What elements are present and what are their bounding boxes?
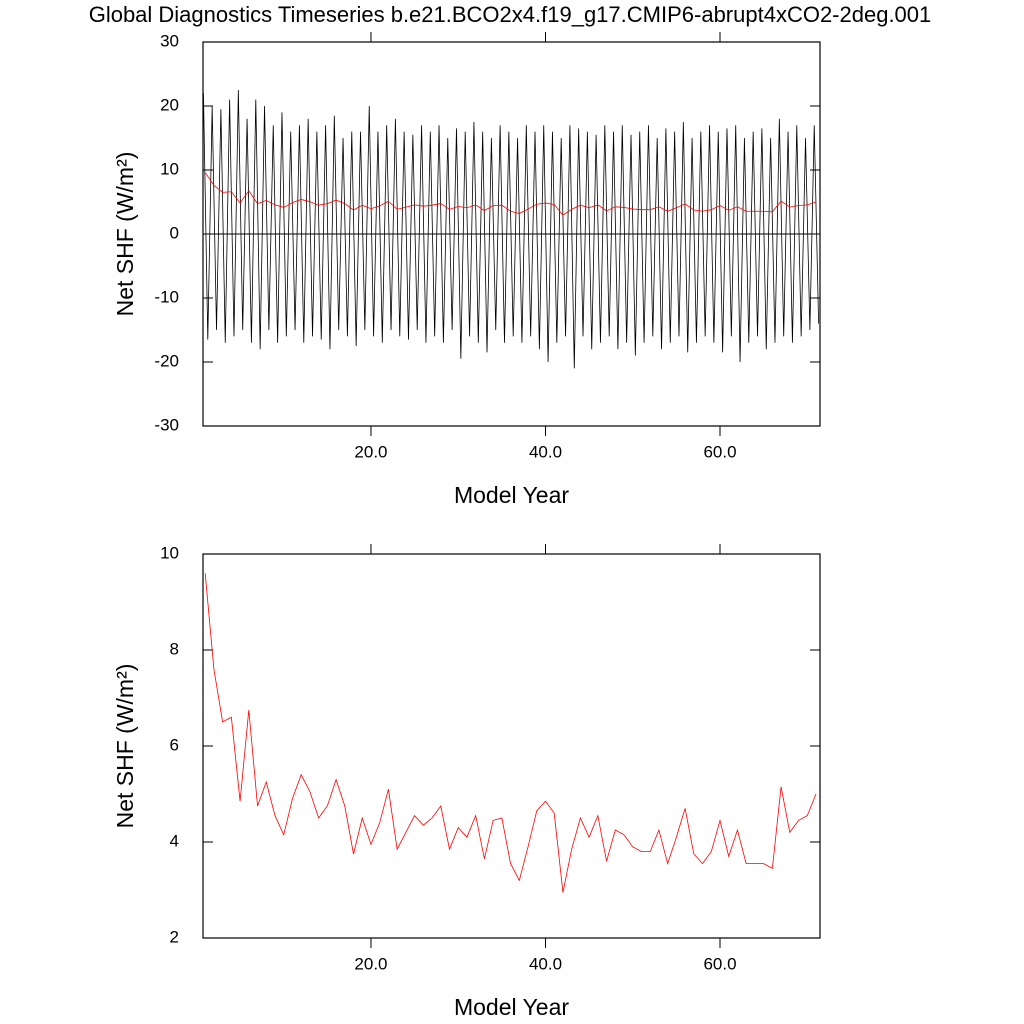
x-tick-label: 40.0 bbox=[529, 954, 562, 973]
x-tick-label: 20.0 bbox=[354, 954, 387, 973]
data-line bbox=[203, 89, 819, 369]
x-tick-label: 40.0 bbox=[529, 442, 562, 461]
x-tick-label: 60.0 bbox=[703, 954, 736, 973]
x-tick-label: 20.0 bbox=[354, 442, 387, 461]
y-tick-label: 10 bbox=[160, 159, 179, 178]
y-axis-label: Net SHF (W/m²) bbox=[112, 664, 138, 829]
data-line bbox=[204, 172, 817, 216]
y-axis-label: Net SHF (W/m²) bbox=[112, 152, 138, 317]
y-tick-label: 8 bbox=[170, 639, 179, 658]
plot-frame bbox=[202, 553, 821, 939]
x-tick-label: 60.0 bbox=[703, 442, 736, 461]
y-tick-label: -10 bbox=[154, 287, 179, 306]
y-tick-label: -30 bbox=[154, 415, 179, 434]
plot-frame bbox=[202, 41, 821, 427]
data-line bbox=[204, 573, 817, 893]
y-tick-label: 30 bbox=[160, 31, 179, 50]
y-tick-label: 10 bbox=[160, 543, 179, 562]
y-tick-label: 20 bbox=[160, 95, 179, 114]
y-tick-label: 4 bbox=[170, 831, 179, 850]
page-title: Global Diagnostics Timeseries b.e21.BCO2… bbox=[89, 2, 932, 27]
y-tick-label: 0 bbox=[170, 223, 179, 242]
y-tick-label: 2 bbox=[170, 927, 179, 946]
y-tick-label: 6 bbox=[170, 735, 179, 754]
y-tick-label: -20 bbox=[154, 351, 179, 370]
x-axis-label: Model Year bbox=[454, 482, 569, 508]
x-axis-label: Model Year bbox=[454, 994, 569, 1020]
